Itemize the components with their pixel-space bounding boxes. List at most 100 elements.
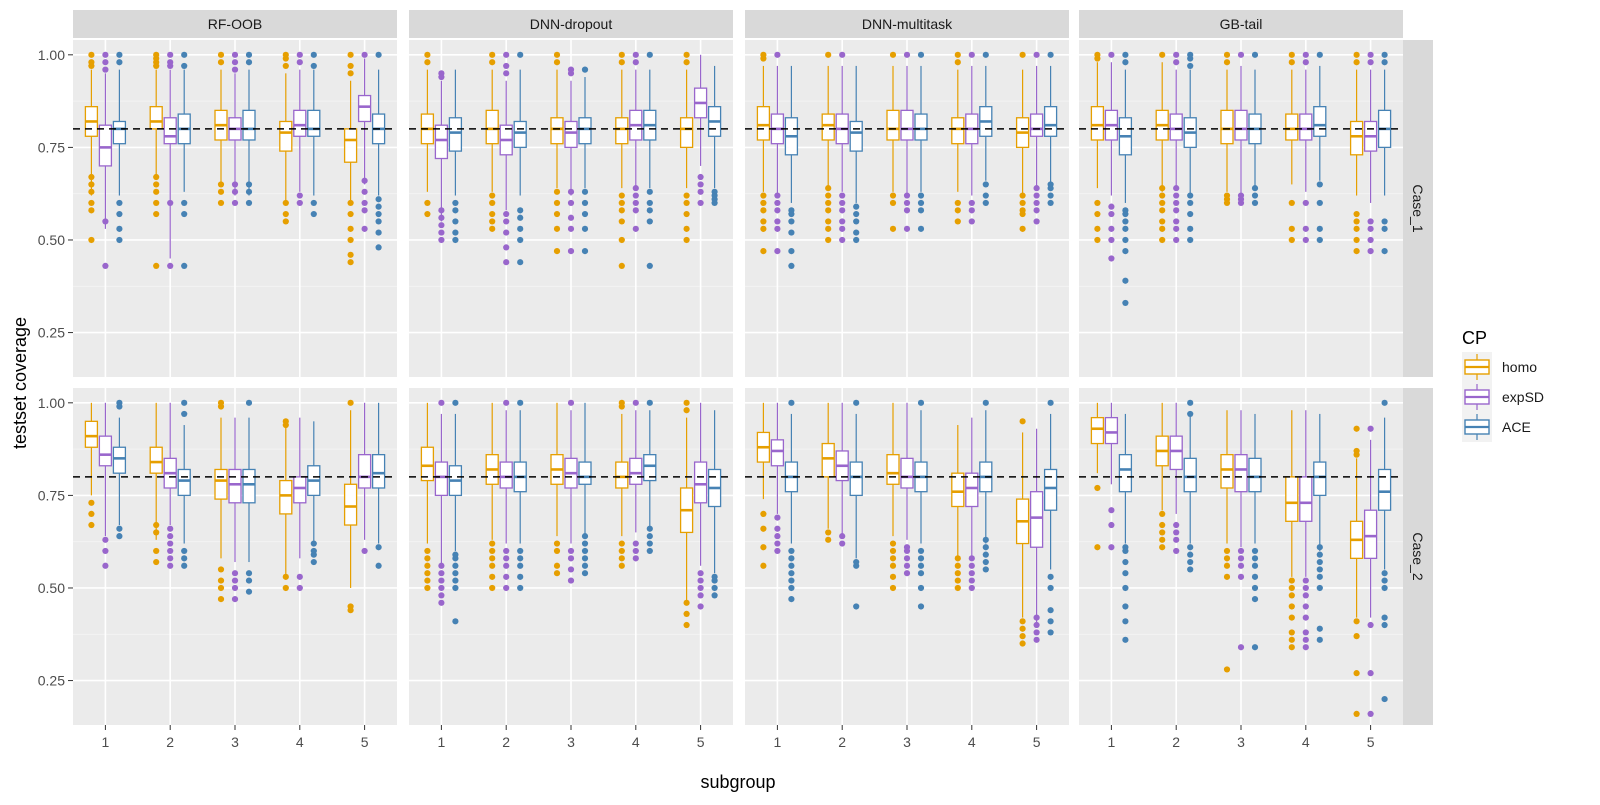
box-outlier (245, 188, 253, 195)
box-outlier (153, 199, 160, 207)
box-outlier (1187, 551, 1194, 558)
box-outlier (697, 592, 704, 599)
box-outlier (1251, 584, 1259, 592)
box-iqr (578, 461, 592, 485)
box-outlier (968, 584, 975, 592)
y-axis-tick-label: 0.50 (38, 580, 65, 596)
box-outlier (375, 203, 382, 210)
box-outlier (1108, 255, 1115, 262)
box-outlier (503, 562, 510, 569)
box-outlier (153, 51, 160, 58)
box-outlier (1237, 51, 1245, 58)
box-outlier (1122, 636, 1129, 643)
box-outlier (1047, 192, 1054, 199)
box-outlier (88, 510, 95, 518)
box-iqr (84, 420, 99, 448)
box-outlier (375, 210, 382, 218)
box-iqr (1183, 457, 1197, 493)
x-axis-tick-label: 1 (1108, 734, 1116, 750)
box-outlier (102, 547, 109, 555)
box-outlier (153, 529, 160, 536)
box-outlier (553, 562, 561, 569)
box-iqr (149, 446, 163, 474)
box-outlier (632, 540, 639, 547)
box-outlier (646, 547, 653, 555)
x-axis-tick-label: 1 (102, 734, 110, 750)
box-outlier (683, 407, 690, 414)
box-outlier (1367, 710, 1374, 717)
box-outlier (1223, 666, 1231, 673)
box-outlier (1094, 544, 1101, 551)
box-outlier (361, 199, 368, 207)
box-outlier (632, 185, 639, 192)
box-outlier (181, 62, 188, 70)
x-axis-tick-label: 3 (567, 734, 575, 750)
facet-panel: 1 2 3 4 5 (409, 388, 733, 750)
box-outlier (1237, 644, 1245, 651)
box-outlier (968, 555, 975, 562)
box-outlier (102, 562, 109, 569)
box-outlier (581, 199, 589, 207)
box-outlier (181, 51, 188, 58)
box-outlier (167, 547, 174, 555)
box-outlier (1288, 199, 1295, 207)
box-outlier (231, 188, 239, 195)
box-outlier (1122, 218, 1129, 225)
box-outlier (760, 510, 767, 518)
box-outlier (452, 199, 459, 207)
box-outlier (917, 570, 925, 577)
box-outlier (697, 188, 704, 195)
box-outlier (217, 577, 225, 584)
facet-panel: 1 2 3 4 5 0.25 0.50 0.75 1.00 (38, 388, 397, 750)
box-outlier (217, 199, 225, 207)
box-outlier (517, 399, 524, 406)
box-outlier (489, 555, 496, 562)
box-outlier (982, 536, 989, 543)
facet-strip-col-label: DNN-dropout (530, 16, 613, 32)
box-outlier (347, 51, 354, 58)
box-outlier (1047, 199, 1054, 207)
box-outlier (452, 618, 459, 625)
box-outlier (1108, 521, 1115, 529)
box-outlier (954, 199, 961, 207)
box-outlier (1353, 447, 1360, 455)
box-outlier (1122, 603, 1129, 610)
box-outlier (1187, 566, 1194, 573)
box-outlier (424, 547, 431, 555)
box-outlier (825, 225, 832, 232)
box-outlier (917, 584, 925, 592)
box-outlier (1019, 633, 1026, 640)
box-outlier (424, 59, 431, 66)
box-outlier (347, 603, 354, 610)
box-outlier (774, 51, 781, 58)
box-outlier (375, 562, 382, 569)
box-outlier (889, 547, 897, 555)
box-outlier (116, 533, 123, 540)
box-outlier (683, 610, 690, 618)
box-outlier (452, 551, 459, 558)
box-outlier (1316, 181, 1323, 188)
box-outlier (553, 247, 561, 255)
box-outlier (889, 540, 897, 547)
box-outlier (853, 399, 860, 406)
box-outlier (1237, 547, 1245, 555)
box-outlier (917, 547, 925, 555)
box-outlier (982, 192, 989, 199)
box-outlier (903, 562, 911, 569)
box-outlier (839, 218, 846, 225)
box-outlier (1187, 236, 1194, 244)
box-iqr (900, 457, 914, 489)
box-outlier (424, 584, 431, 592)
box-outlier (282, 218, 289, 225)
box-outlier (217, 181, 225, 188)
box-iqr (1169, 435, 1183, 471)
box-outlier (1367, 425, 1374, 432)
box-outlier (917, 207, 925, 214)
box-outlier (889, 51, 897, 58)
box-outlier (153, 547, 160, 555)
box-outlier (1159, 529, 1166, 536)
box-outlier (489, 540, 496, 547)
box-iqr (1299, 113, 1313, 141)
box-outlier (517, 207, 524, 214)
box-outlier (1302, 199, 1309, 207)
